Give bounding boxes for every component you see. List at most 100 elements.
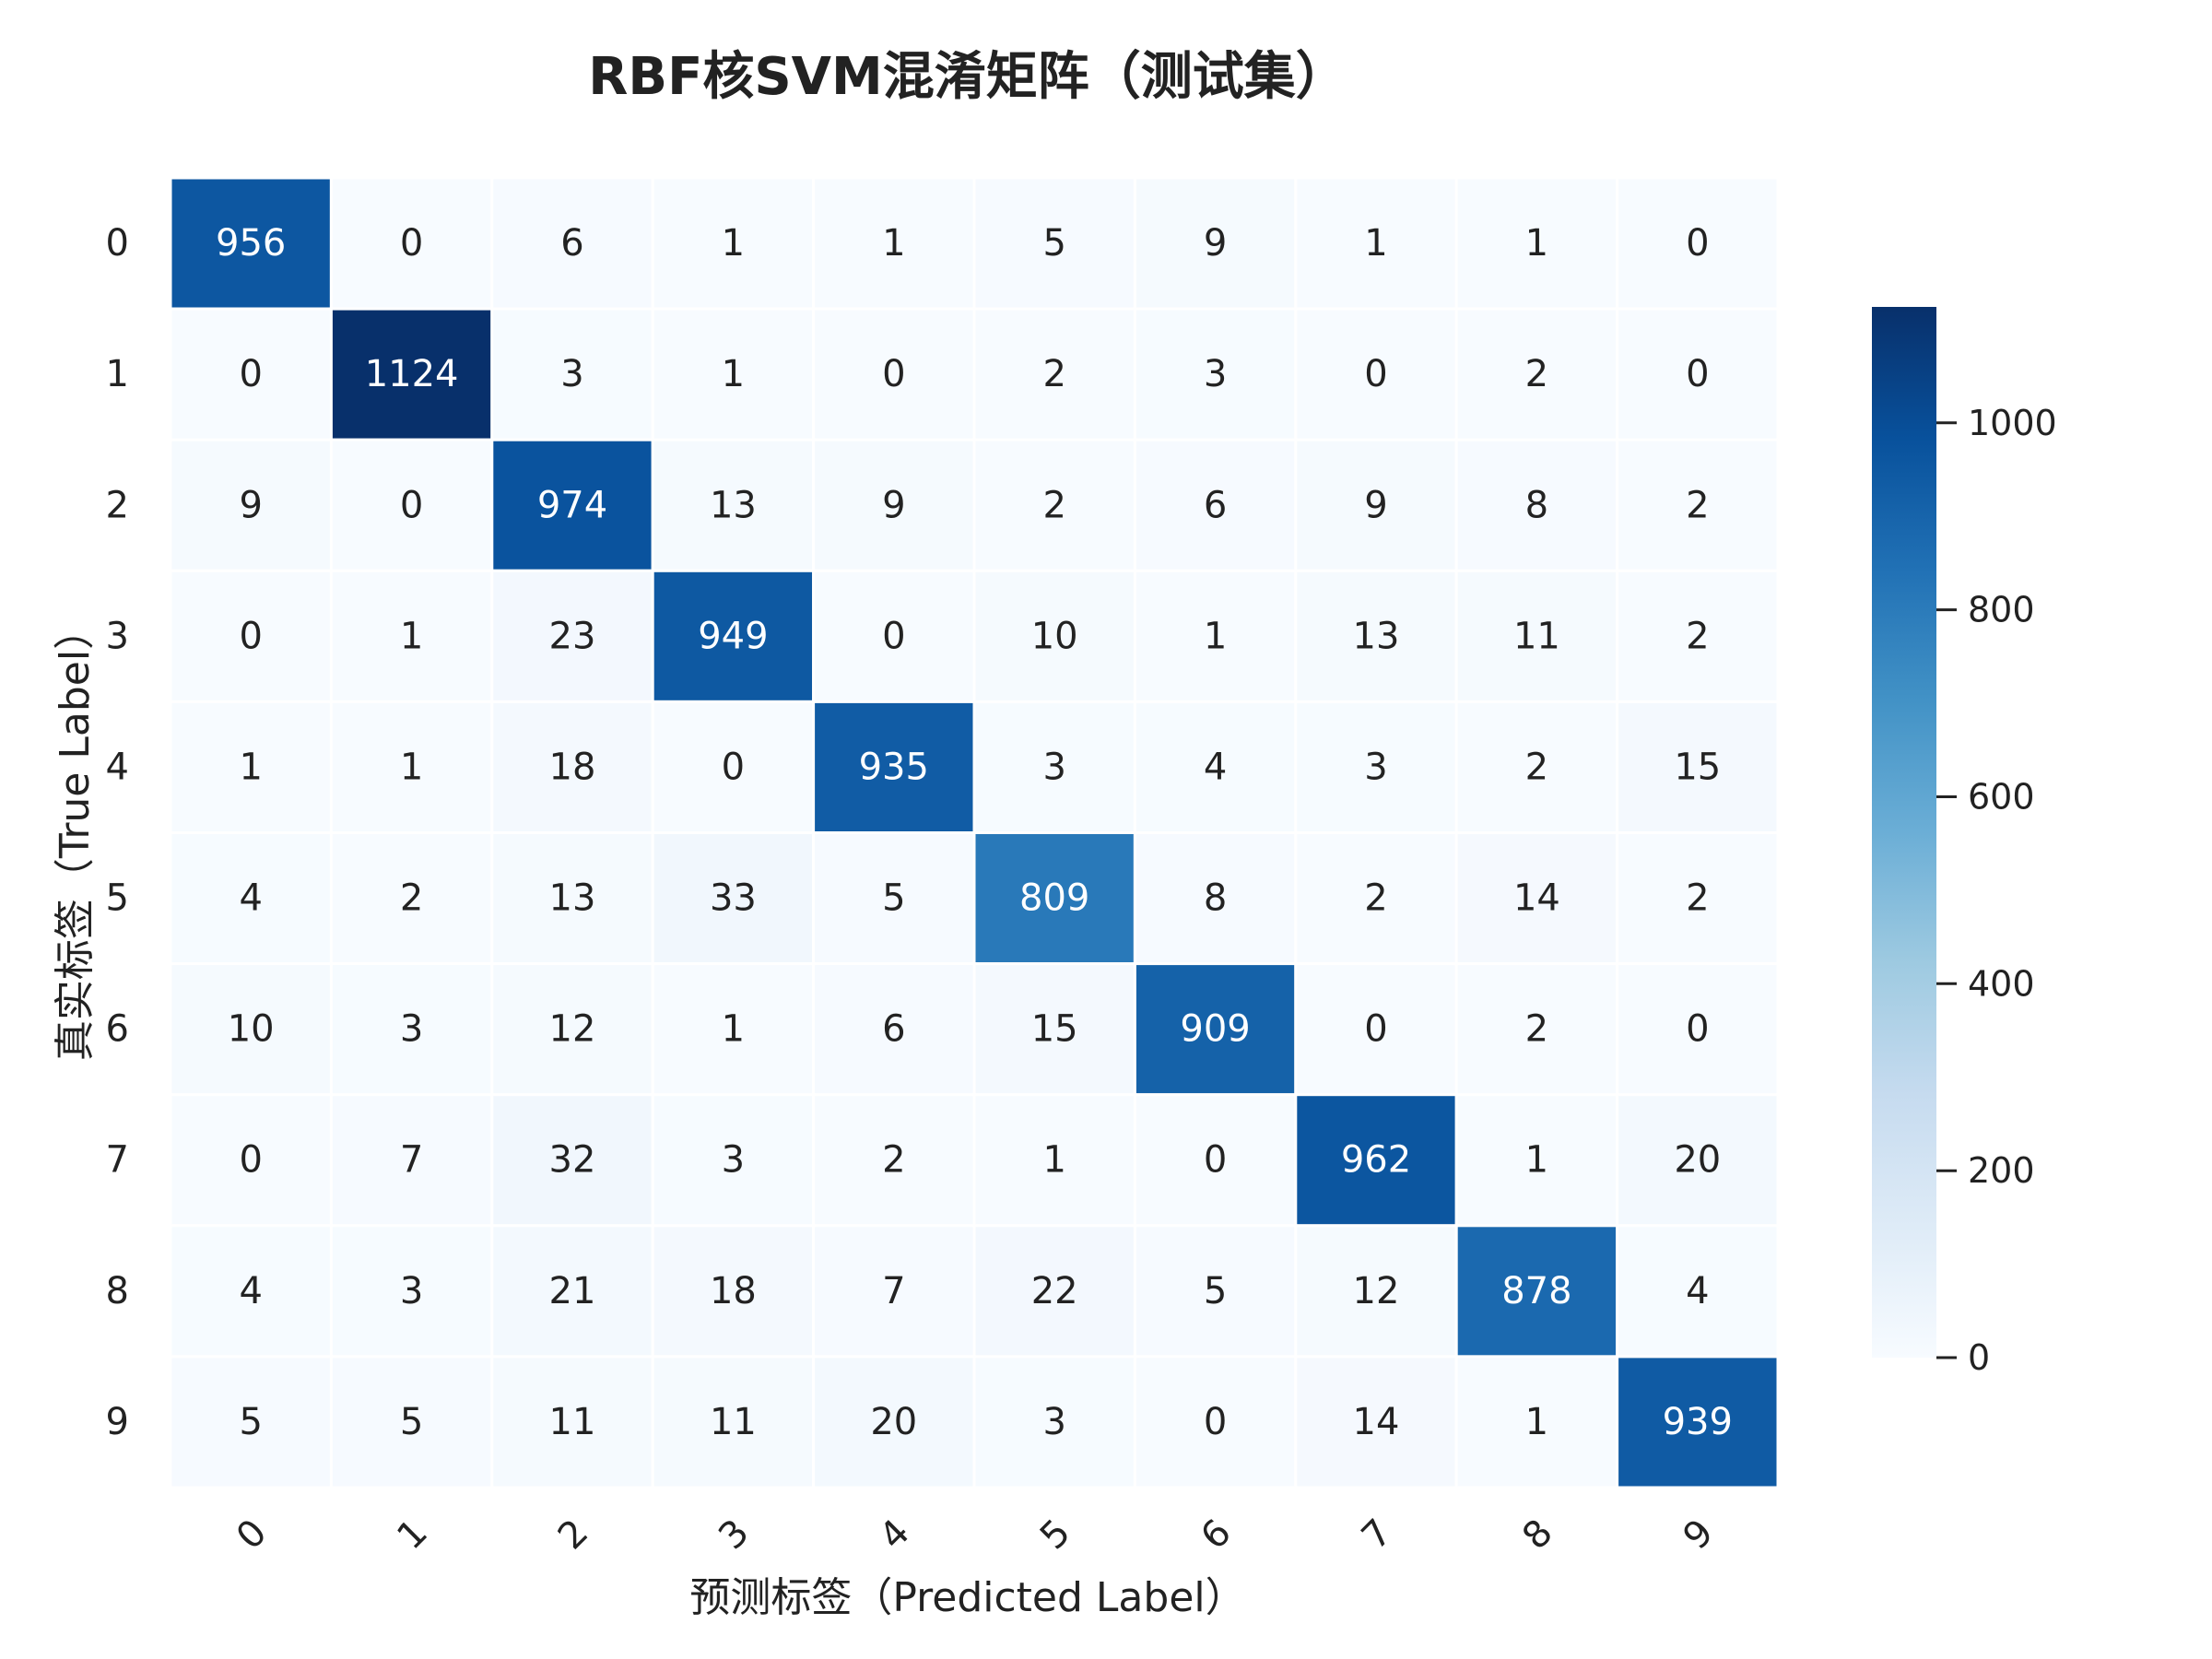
cell-value-label: 0 xyxy=(400,222,423,265)
colorbar-tick-label: 400 xyxy=(1968,963,2035,1004)
x-tick-label: 8 xyxy=(1514,1512,1561,1559)
heatmap-cell xyxy=(329,1093,494,1228)
cell-value-label: 3 xyxy=(722,1139,745,1182)
cell-value-label: 11 xyxy=(1513,615,1560,657)
heatmap-cell xyxy=(1616,1224,1780,1359)
cell-value-label: 3 xyxy=(1042,1401,1065,1443)
y-tick-label: 6 xyxy=(106,1008,129,1051)
heatmap-cell xyxy=(1454,438,1619,572)
cell-value-label: 0 xyxy=(1364,1008,1387,1051)
cell-value-label: 1 xyxy=(1525,1139,1548,1182)
heatmap-cell xyxy=(1133,1093,1298,1228)
heatmap-cell xyxy=(972,569,1136,703)
colorbar-ticks: 0 200 400 600 800 1000 xyxy=(1936,403,2057,1378)
cell-value-label: 0 xyxy=(882,353,905,395)
cell-value-label: 8 xyxy=(1525,484,1548,526)
cell-value-label: 3 xyxy=(1042,746,1065,788)
y-tick-label: 7 xyxy=(106,1139,129,1182)
cell-value-label: 7 xyxy=(400,1139,423,1182)
cell-value-label: 22 xyxy=(1031,1270,1078,1312)
heatmap-cell xyxy=(651,307,816,441)
heatmap-cell xyxy=(651,831,816,966)
heatmap-cell xyxy=(1133,569,1298,703)
heatmap-cell xyxy=(1454,962,1619,1097)
cell-value-label: 20 xyxy=(870,1401,917,1443)
heatmap-cell xyxy=(1616,569,1780,703)
cell-value-label: 1 xyxy=(400,746,423,788)
cell-value-label: 9 xyxy=(1364,484,1387,526)
cell-value-label: 2 xyxy=(1042,484,1065,526)
colorbar-tick-label: 800 xyxy=(1968,590,2035,630)
colorbar-tick-label: 1000 xyxy=(1968,403,2057,443)
heatmap-cell xyxy=(1294,176,1458,311)
cell-value-label: 3 xyxy=(1204,353,1227,395)
cell-value-label: 33 xyxy=(710,877,757,920)
cell-value-label: 12 xyxy=(549,1008,596,1051)
heatmap-cell xyxy=(329,1355,494,1489)
cell-value-label: 962 xyxy=(1341,1139,1411,1182)
cell-value-label: 1124 xyxy=(365,353,459,395)
heatmap-cell xyxy=(169,962,333,1097)
heatmap-cell xyxy=(1133,962,1298,1097)
heatmap-cell xyxy=(169,831,333,966)
cell-value-label: 0 xyxy=(722,746,745,788)
cell-value-label: 0 xyxy=(1204,1139,1227,1182)
cell-value-label: 6 xyxy=(560,222,583,265)
heatmap-cell xyxy=(651,962,816,1097)
x-axis-label: 预测标签（Predicted Label） xyxy=(689,1574,1245,1621)
x-tick-label: 9 xyxy=(1676,1512,1723,1559)
cell-value-label: 13 xyxy=(549,877,596,920)
heatmap-cell xyxy=(490,1093,654,1228)
y-tick-label: 0 xyxy=(106,222,129,265)
cell-value-label: 0 xyxy=(882,615,905,657)
heatmap-cell xyxy=(169,1224,333,1359)
heatmap-cell xyxy=(1454,1224,1619,1359)
heatmap-cell xyxy=(490,438,654,572)
cell-value-label: 20 xyxy=(1674,1139,1721,1182)
heatmap-cell xyxy=(1133,438,1298,572)
heatmap-cell xyxy=(1616,1355,1780,1489)
cell-value-label: 4 xyxy=(1204,746,1227,788)
x-tick-labels: 0 1 2 3 4 5 6 7 8 9 xyxy=(229,1512,1722,1559)
cell-value-label: 23 xyxy=(549,615,596,657)
x-tick-label: 0 xyxy=(229,1512,276,1559)
cell-value-label: 12 xyxy=(1353,1270,1400,1312)
cell-value-label: 10 xyxy=(228,1008,275,1051)
heatmap-cell xyxy=(329,700,494,835)
heatmap-cell xyxy=(1133,700,1298,835)
heatmap-cell xyxy=(812,438,976,572)
cell-value-label: 13 xyxy=(1353,615,1400,657)
x-tick-label: 1 xyxy=(389,1512,436,1559)
y-tick-label: 8 xyxy=(106,1270,129,1312)
heatmap-cell xyxy=(1454,307,1619,441)
heatmap-cell xyxy=(1454,569,1619,703)
cell-value-label: 2 xyxy=(1525,353,1548,395)
cell-value-label: 0 xyxy=(1364,353,1387,395)
heatmap-cell xyxy=(1294,1224,1458,1359)
cell-value-label: 2 xyxy=(1364,877,1387,920)
cell-value-label: 1 xyxy=(722,1008,745,1051)
heatmap-cell xyxy=(1454,831,1619,966)
cell-value-label: 15 xyxy=(1031,1008,1078,1051)
chart-title: RBF核SVM混淆矩阵（测试集） xyxy=(588,47,1347,107)
cell-value-label: 1 xyxy=(1364,222,1387,265)
cell-value-label: 13 xyxy=(710,484,757,526)
cell-value-label: 2 xyxy=(1686,877,1709,920)
heatmap-cell xyxy=(972,1355,1136,1489)
cell-value-label: 5 xyxy=(239,1401,262,1443)
cell-value-label: 1 xyxy=(882,222,905,265)
cell-value-label: 32 xyxy=(549,1139,596,1182)
heatmap-cell xyxy=(1294,1093,1458,1228)
x-tick-label: 7 xyxy=(1354,1512,1401,1559)
x-tick-label: 3 xyxy=(711,1512,758,1559)
heatmap-cell xyxy=(490,700,654,835)
cell-value-label: 9 xyxy=(239,484,262,526)
heatmap-cell xyxy=(329,438,494,572)
heatmap-cell xyxy=(972,962,1136,1097)
heatmap-cell xyxy=(972,831,1136,966)
cell-value-label: 11 xyxy=(710,1401,757,1443)
heatmap-cell xyxy=(169,569,333,703)
heatmap-cell xyxy=(490,831,654,966)
